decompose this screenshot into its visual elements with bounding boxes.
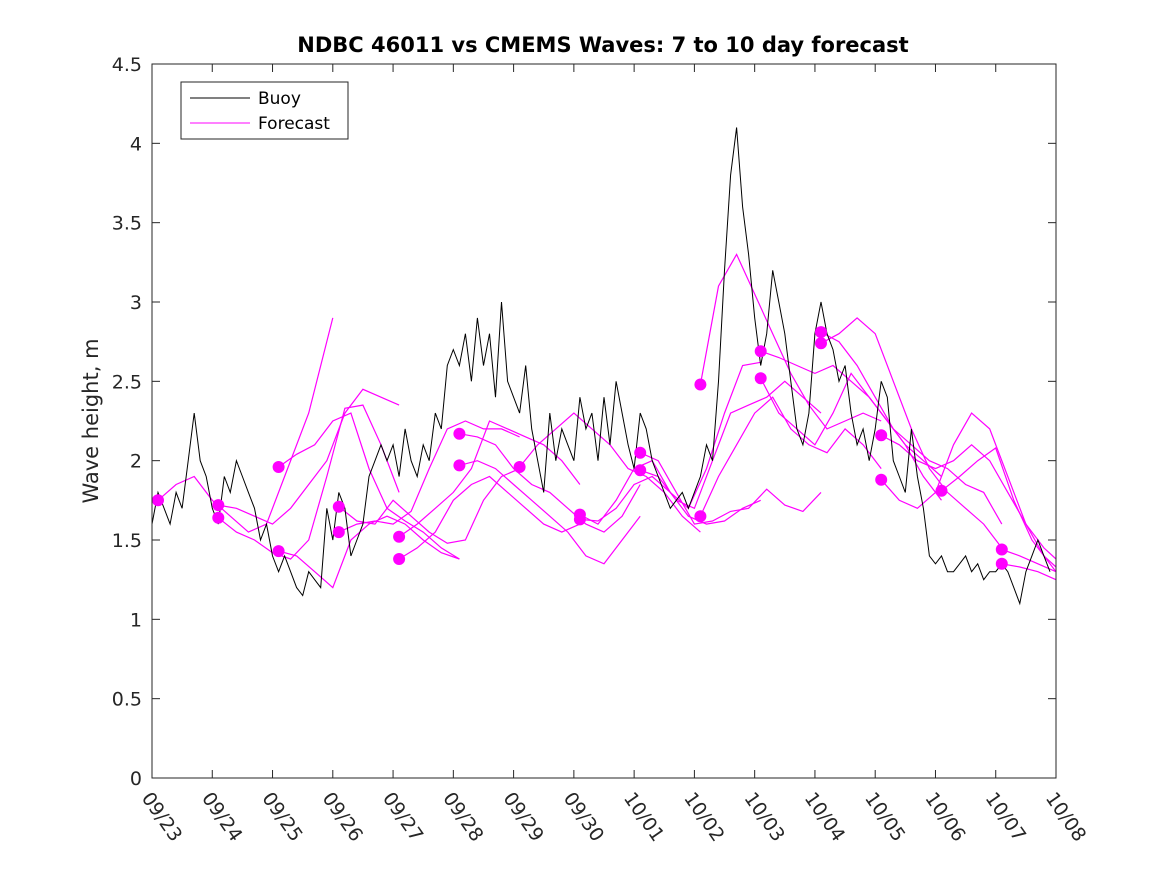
- plot-area: [152, 64, 1056, 778]
- forecast-line-27: [1001, 563, 1057, 581]
- legend: Buoy Forecast: [180, 81, 349, 140]
- forecast-line-7: [338, 420, 520, 533]
- forecast-start-marker-16: [634, 464, 647, 477]
- forecast-start-marker-9: [393, 553, 406, 565]
- y-tick-label-9: 4.5: [112, 54, 142, 76]
- y-tick-label-1: 0.5: [112, 689, 142, 711]
- forecast-start-marker-11: [453, 459, 466, 472]
- forecast-line-9: [398, 475, 581, 560]
- forecast-line-16: [640, 380, 822, 510]
- forecast-line-23: [880, 434, 1057, 560]
- forecast-start-marker-7: [332, 526, 345, 539]
- forecast-start-marker-20: [754, 372, 767, 385]
- y-tick-label-5: 2.5: [112, 371, 142, 393]
- forecast-start-marker-14: [573, 513, 586, 526]
- forecast-start-marker-5: [272, 545, 285, 558]
- y-tick-label-6: 3: [130, 292, 142, 314]
- forecast-line-10: [459, 433, 641, 533]
- forecast-line-19: [760, 350, 942, 477]
- legend-forecast-label: Forecast: [258, 114, 330, 134]
- forecast-start-marker-21: [815, 326, 827, 339]
- series-layer: [151, 127, 1057, 606]
- forecast-line-11: [459, 460, 641, 565]
- buoy-line: [151, 127, 1051, 606]
- forecast-start-marker-18: [694, 510, 707, 523]
- forecast-start-marker-8: [393, 530, 406, 543]
- forecast-start-marker-1: [152, 494, 164, 507]
- forecast-line-25: [941, 447, 1057, 573]
- chart-title: NDBC 46011 vs CMEMS Waves: 7 to 10 day f…: [297, 33, 908, 57]
- legend-box: [180, 81, 349, 140]
- forecast-start-marker-19: [754, 345, 767, 358]
- y-tick-label-4: 2: [130, 451, 142, 473]
- forecast-start-marker-25: [935, 484, 948, 497]
- forecast-line-5: [278, 515, 460, 589]
- y-tick-label-2: 1: [130, 609, 142, 631]
- y-tick-label-0: 0: [130, 768, 142, 790]
- forecast-start-marker-23: [875, 429, 888, 442]
- forecast-line-3: [217, 404, 400, 560]
- forecast-start-marker-17: [694, 378, 707, 391]
- y-axis-label: Wave height, m: [79, 338, 103, 503]
- forecast-line-24: [880, 412, 1057, 568]
- forecast-start-marker-27: [995, 557, 1008, 570]
- forecast-start-marker-6: [332, 500, 345, 513]
- legend-buoy-label: Buoy: [258, 89, 301, 109]
- y-tick-label-3: 1.5: [112, 530, 142, 552]
- y-tick-label-8: 4: [130, 133, 142, 155]
- forecast-start-marker-26: [995, 543, 1008, 556]
- forecast-line-26: [1001, 548, 1057, 573]
- forecast-start-marker-10: [453, 427, 466, 440]
- forecast-line-15: [639, 452, 822, 525]
- forecast-start-marker-3: [212, 511, 225, 524]
- forecast-start-marker-15: [634, 446, 647, 459]
- forecast-start-marker-22: [815, 337, 827, 350]
- forecast-line-2: [218, 388, 400, 525]
- forecast-start-marker-2: [212, 499, 225, 512]
- forecast-line-21: [820, 331, 1003, 525]
- y-tick-label-7: 3.5: [112, 213, 142, 235]
- forecast-start-marker-24: [875, 473, 888, 486]
- forecast-line-6: [338, 468, 520, 544]
- forecast-line-8: [398, 420, 581, 538]
- forecast-start-marker-4: [272, 461, 285, 473]
- axes-box: [151, 63, 1057, 779]
- forecast-line-1: [157, 317, 334, 533]
- forecast-start-marker-12: [513, 461, 526, 473]
- forecast-line-17: [699, 253, 882, 430]
- forecast-line-18: [699, 396, 882, 517]
